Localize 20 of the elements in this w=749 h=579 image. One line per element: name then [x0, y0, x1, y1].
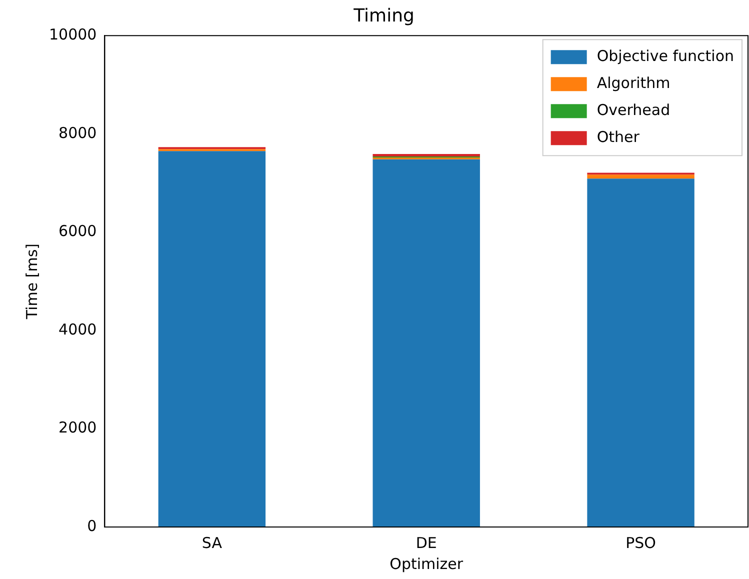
- x-axis-title: Optimizer: [390, 554, 464, 573]
- x-tick-label: PSO: [626, 534, 656, 552]
- legend-label: Objective function: [596, 46, 734, 65]
- y-tick-label: 2000: [58, 418, 97, 437]
- bar: [158, 151, 266, 527]
- y-tick-label: 4000: [58, 320, 97, 338]
- y-tick-label: 6000: [58, 222, 97, 240]
- legend-label: Other: [596, 128, 640, 146]
- y-tick-label: 0: [87, 516, 97, 535]
- y-axis-title: Time [ms]: [22, 243, 41, 320]
- bar: [587, 178, 694, 527]
- y-tick-label: 10000: [49, 25, 97, 44]
- x-tick-label: DE: [416, 534, 437, 552]
- bar: [372, 159, 480, 527]
- x-tick-label: SA: [202, 534, 223, 552]
- chart-title: Timing: [352, 5, 414, 26]
- bar: [587, 174, 694, 179]
- legend-label: Algorithm: [596, 74, 670, 92]
- legend-label: Overhead: [596, 100, 670, 119]
- y-tick-label: 8000: [58, 124, 97, 142]
